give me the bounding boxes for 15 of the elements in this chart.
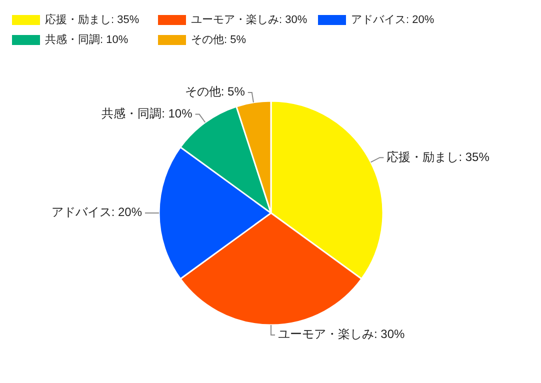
legend-label: ユーモア・楽しみ: 30% — [191, 14, 308, 26]
legend-item: ユーモア・楽しみ: 30% — [158, 14, 308, 26]
legend-item: 応援・励まし: 35% — [12, 14, 140, 26]
slice-label: 共感・同調: 10% — [102, 106, 193, 120]
legend-item: アドバイス: 20% — [318, 14, 434, 26]
legend-label: 共感・同調: 10% — [45, 32, 128, 46]
legend-label: 応援・励まし: 35% — [45, 12, 140, 26]
legend-label: その他: 5% — [191, 34, 246, 46]
slice-label: アドバイス: 20% — [51, 205, 142, 220]
legend-label: アドバイス: 20% — [351, 14, 434, 26]
slice-label: ユーモア・楽しみ: 30% — [278, 327, 406, 342]
legend-item: 共感・同調: 10% — [12, 34, 128, 46]
slice-label: 応援・励まし: 35% — [386, 150, 490, 164]
legend-item: その他: 5% — [158, 34, 246, 46]
slice-label: その他: 5% — [184, 84, 246, 99]
